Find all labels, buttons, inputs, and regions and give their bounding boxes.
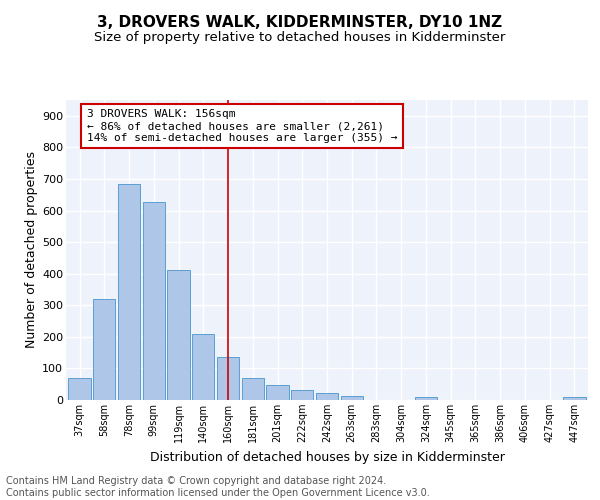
Bar xyxy=(93,299,115,400)
Bar xyxy=(118,184,140,400)
Text: Contains HM Land Registry data © Crown copyright and database right 2024.
Contai: Contains HM Land Registry data © Crown c… xyxy=(6,476,430,498)
Bar xyxy=(68,378,91,400)
X-axis label: Distribution of detached houses by size in Kidderminster: Distribution of detached houses by size … xyxy=(149,450,505,464)
Bar xyxy=(563,398,586,400)
Bar xyxy=(415,398,437,400)
Bar xyxy=(143,202,165,400)
Text: Size of property relative to detached houses in Kidderminster: Size of property relative to detached ho… xyxy=(94,31,506,44)
Bar xyxy=(316,393,338,400)
Bar xyxy=(167,270,190,400)
Y-axis label: Number of detached properties: Number of detached properties xyxy=(25,152,38,348)
Bar xyxy=(192,334,214,400)
Bar xyxy=(341,396,363,400)
Bar xyxy=(266,385,289,400)
Text: 3, DROVERS WALK, KIDDERMINSTER, DY10 1NZ: 3, DROVERS WALK, KIDDERMINSTER, DY10 1NZ xyxy=(97,15,503,30)
Text: 3 DROVERS WALK: 156sqm
← 86% of detached houses are smaller (2,261)
14% of semi-: 3 DROVERS WALK: 156sqm ← 86% of detached… xyxy=(87,110,398,142)
Bar xyxy=(291,390,313,400)
Bar xyxy=(242,378,264,400)
Bar xyxy=(217,357,239,400)
